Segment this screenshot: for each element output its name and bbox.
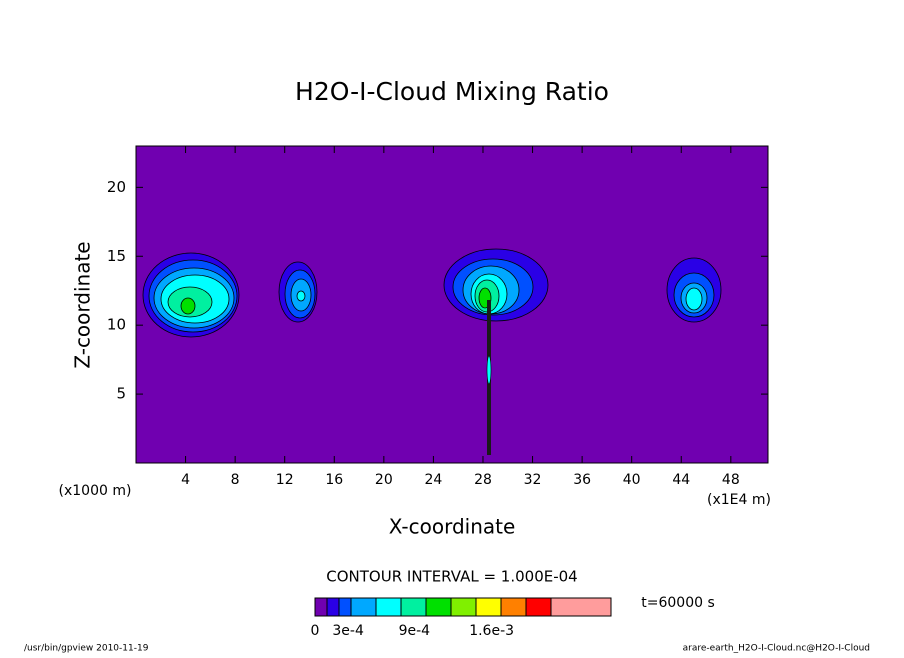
x-tick-label: 4 [181, 472, 190, 488]
contour [685, 287, 703, 311]
x-tick-label: 20 [375, 472, 393, 488]
x-tick-label: 48 [722, 472, 740, 488]
x-tick-label: 28 [474, 472, 492, 488]
colorbar-box [338, 597, 352, 617]
colorbar-box [400, 597, 427, 617]
x-axis-label: X-coordinate [389, 515, 516, 539]
colorbar-tick-label: 9e-4 [399, 623, 431, 639]
colorbar-box [525, 597, 552, 617]
contour-interval: CONTOUR INTERVAL = 1.000E-04 [326, 568, 577, 586]
footer-right: arare-earth_H2O-I-Cloud.nc@H2O-I-Cloud [683, 644, 870, 654]
colorbar-box [326, 597, 340, 617]
x-tick-label: 32 [524, 472, 542, 488]
plot-frame [135, 145, 769, 464]
colorbar-box [425, 597, 452, 617]
colorbar-tick-label: 3e-4 [332, 623, 364, 639]
x-tick-label: 12 [276, 472, 294, 488]
colorbar-box [314, 597, 328, 617]
colorbar-box [475, 597, 502, 617]
time-label: t=60000 s [641, 595, 715, 611]
colorbar-box [450, 597, 477, 617]
x-unit-right: (x1E4 m) [707, 492, 771, 508]
x-tick-label: 36 [573, 472, 591, 488]
y-tick-label: 10 [107, 316, 126, 334]
y-tick-label: 20 [107, 178, 126, 196]
x-tick-label: 8 [231, 472, 240, 488]
footer-left: /usr/bin/gpview 2010-11-19 [24, 644, 149, 654]
x-tick-label: 40 [623, 472, 641, 488]
colorbar-tick-label: 0 [311, 623, 320, 639]
chart-title: H2O-I-Cloud Mixing Ratio [295, 77, 609, 106]
colorbar-box [550, 597, 612, 617]
x-tick-label: 24 [424, 472, 442, 488]
colorbar-box [375, 597, 402, 617]
y-tick-label: 5 [116, 385, 126, 403]
contour [180, 297, 196, 315]
y-axis-label: Z-coordinate [71, 241, 95, 368]
x-tick-label: 16 [325, 472, 343, 488]
y-tick-label: 15 [107, 247, 126, 265]
x-tick-label: 44 [672, 472, 690, 488]
contour [486, 355, 492, 385]
colorbar-box [500, 597, 527, 617]
x-unit-left: (x1000 m) [59, 483, 132, 499]
contour [296, 290, 306, 302]
colorbar-tick-label: 1.6e-3 [469, 623, 514, 639]
colorbar-box [350, 597, 377, 617]
